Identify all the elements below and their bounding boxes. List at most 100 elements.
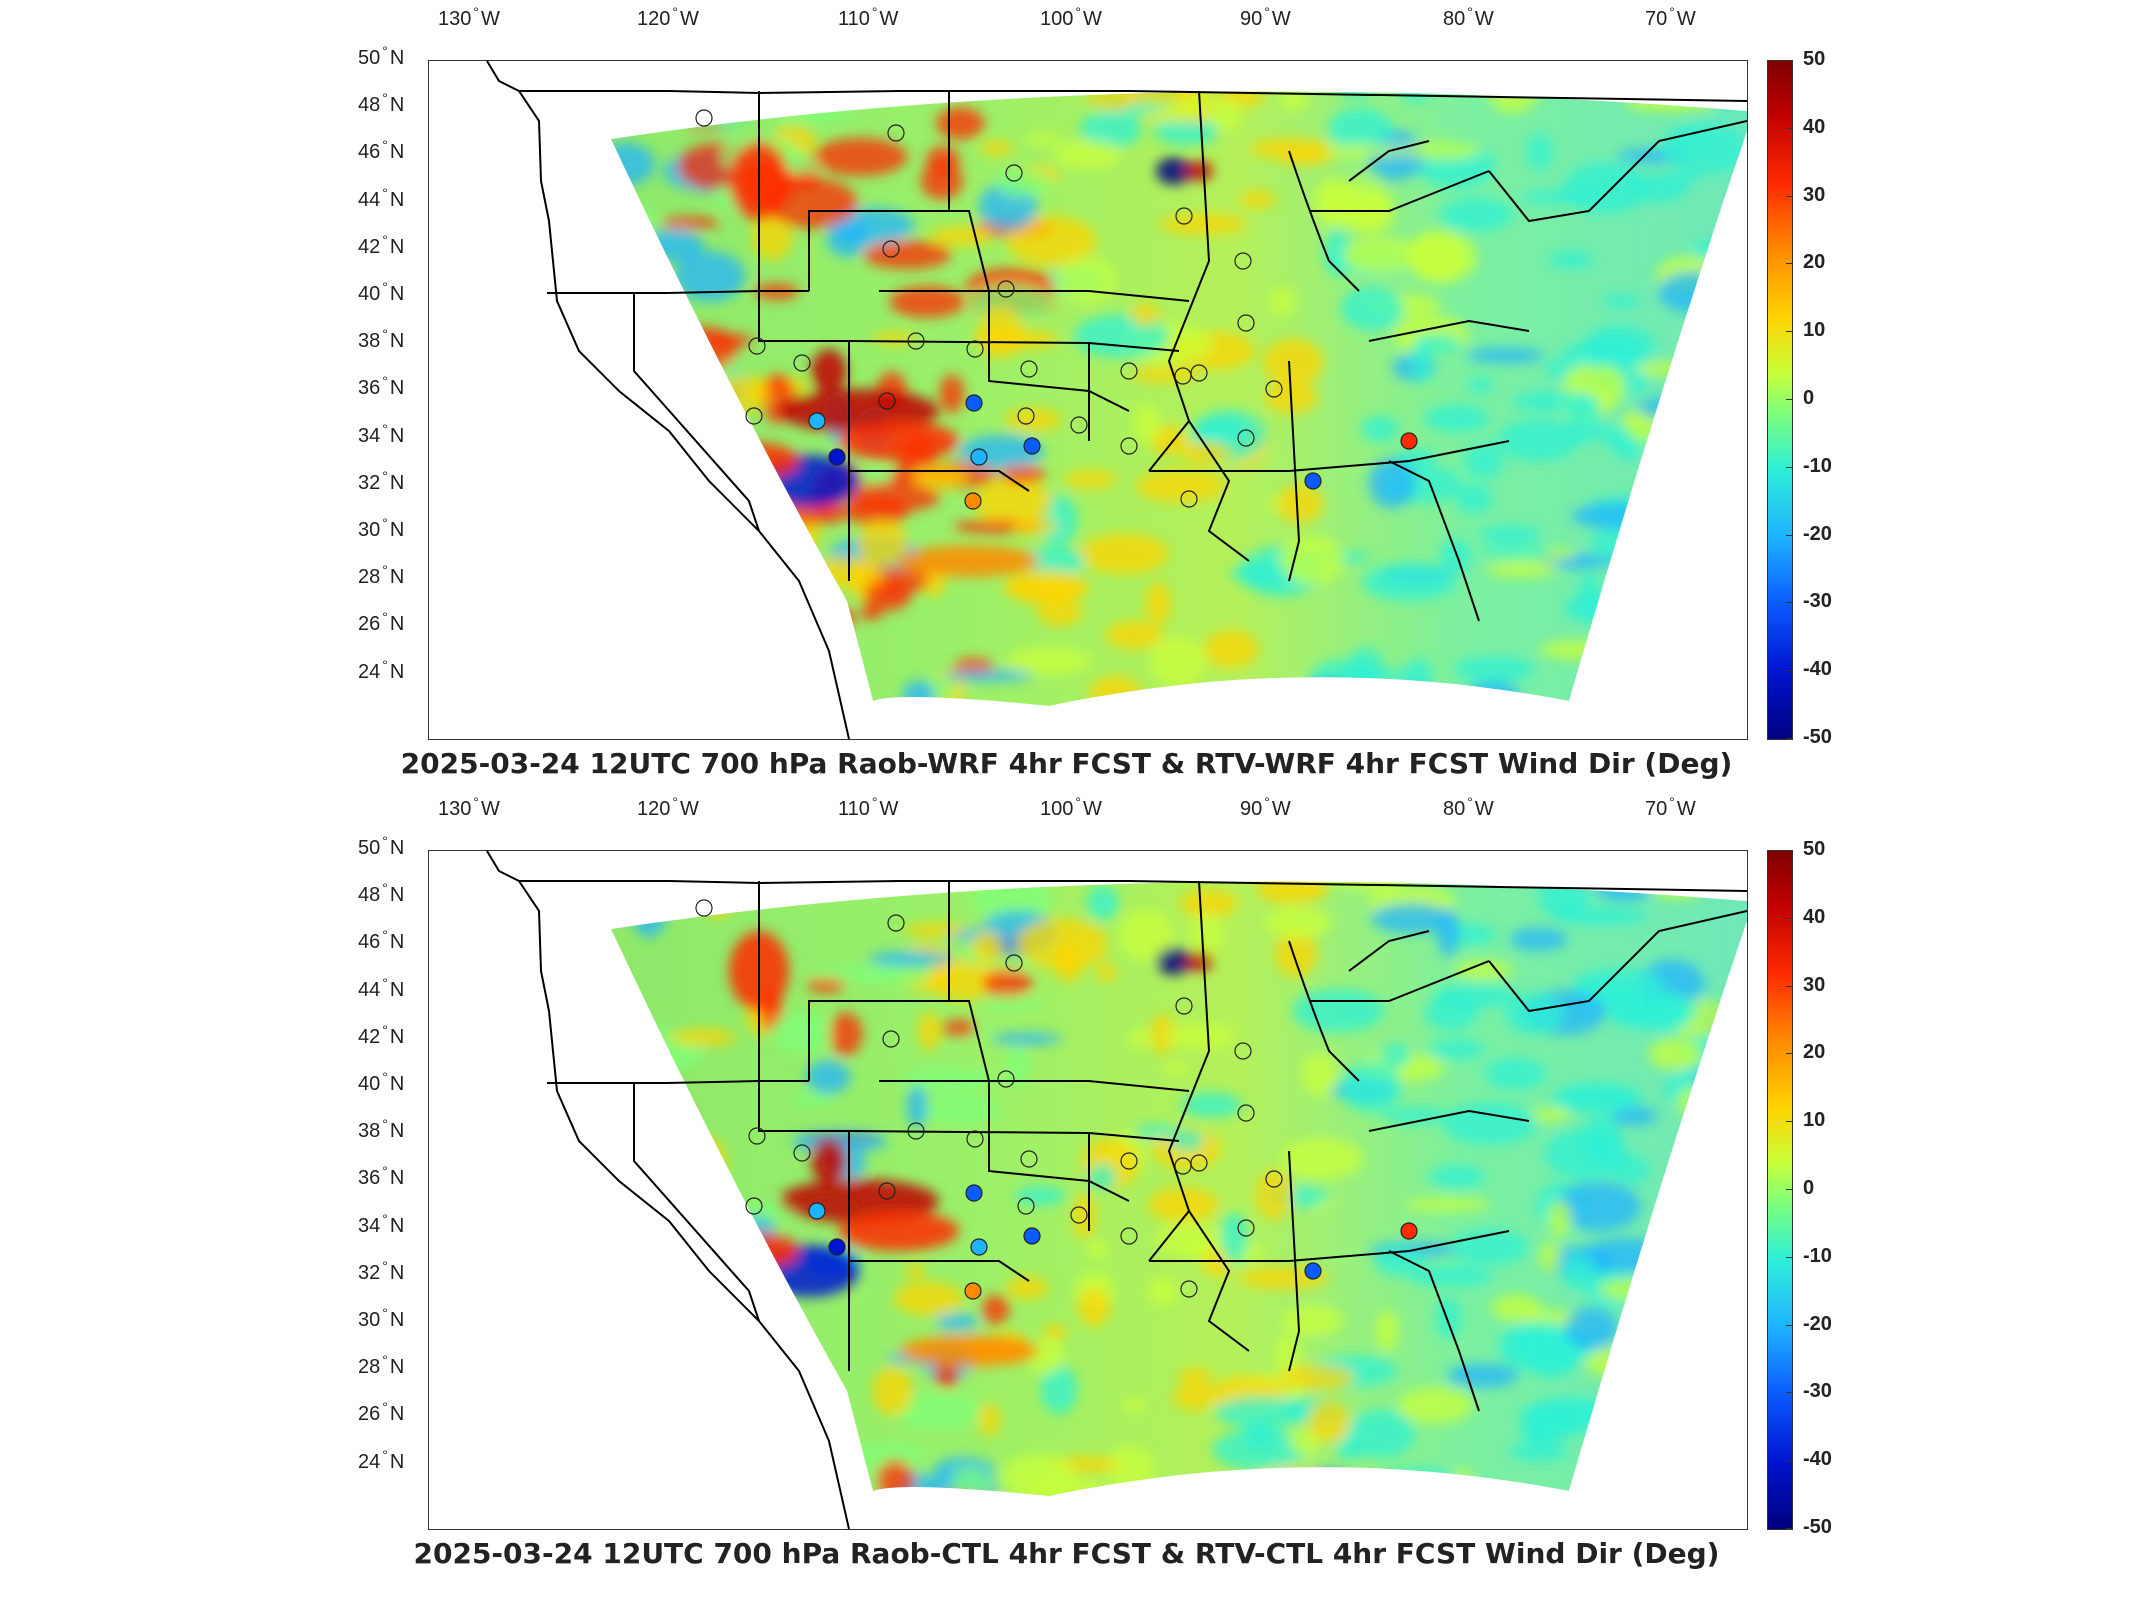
colorbar-tick-label: 0 <box>1803 387 1815 409</box>
colorbar-tick <box>1786 195 1792 197</box>
colorbar-tick <box>1786 1256 1792 1258</box>
longitude-label: 80 ° W <box>1443 4 1494 30</box>
map-panel-bottom: 130 ° W 120 ° W 110 ° W 100 ° W 90 ° W 80 ° W 70 ° W 50 ° N 48 °… <box>0 790 2133 1590</box>
latitude-label: 28 ° N <box>358 1352 405 1379</box>
colorbar-tick-label: 10 <box>1803 1109 1826 1132</box>
longitude-label: 90 ° W <box>1240 794 1291 820</box>
colorbar-tick-label: 50 <box>1803 838 1826 860</box>
colorbar-tick <box>1786 466 1792 468</box>
colorbar-tick <box>1786 850 1792 851</box>
colorbar-tick <box>1786 1528 1792 1529</box>
colorbar-tick-label: 20 <box>1803 251 1826 274</box>
raob-stations <box>695 109 1418 510</box>
colorbar-tick <box>1786 1324 1792 1326</box>
latitude-label: 44 ° N <box>358 184 405 211</box>
latitude-label: 30 ° N <box>358 515 405 541</box>
colorbar-tick-label: 40 <box>1803 905 1826 928</box>
latitude-label: 32 ° N <box>358 467 405 494</box>
colorbar-tick-label: -40 <box>1803 658 1832 681</box>
colorbar-tick <box>1786 534 1792 536</box>
latitude-label: 46 ° N <box>358 927 405 954</box>
colorbar-tick <box>1786 1053 1792 1055</box>
colorbar-tick <box>1786 602 1792 604</box>
colorbar <box>1767 60 1793 740</box>
colorbar-tick-label: -20 <box>1803 522 1832 545</box>
latitude-label: 24 ° N <box>358 1446 405 1473</box>
colorbar-tick <box>1786 1392 1792 1394</box>
longitude-label: 110 ° W <box>838 4 899 30</box>
colorbar-tick-label: 40 <box>1803 115 1826 138</box>
longitude-label: 80 ° W <box>1443 794 1494 820</box>
map-svg <box>486 851 1747 1529</box>
wind-direction-field <box>611 91 1747 706</box>
latitude-label: 48 ° N <box>358 90 405 117</box>
colorbar-tick <box>1786 1460 1792 1462</box>
colorbar-tick <box>1786 1189 1792 1190</box>
latitude-label: 40 ° N <box>358 1069 405 1095</box>
state-boundaries <box>486 61 1747 739</box>
latitude-label: 26 ° N <box>358 609 405 636</box>
latitude-label: 26 ° N <box>358 1399 405 1426</box>
longitude-label: 120 ° W <box>637 794 699 820</box>
latitude-label: 36 ° N <box>358 1163 405 1190</box>
latitude-label: 34 ° N <box>358 420 405 447</box>
latitude-label: 44 ° N <box>358 974 405 1001</box>
panel-title: 2025-03-24 12UTC 700 hPa Raob-WRF 4hr FC… <box>400 747 1733 780</box>
colorbar-tick <box>1786 399 1792 400</box>
latitude-label: 34 ° N <box>358 1210 405 1237</box>
colorbar-tick <box>1786 331 1792 333</box>
longitude-label: 70 ° W <box>1645 4 1696 30</box>
colorbar-tick-label: -30 <box>1803 1380 1832 1403</box>
latitude-label: 38 ° N <box>358 326 405 353</box>
colorbar <box>1767 850 1793 1530</box>
latitude-label: 46 ° N <box>358 137 405 164</box>
colorbar-tick-label: -40 <box>1803 1448 1832 1471</box>
colorbar-tick-label: 20 <box>1803 1041 1826 1064</box>
colorbar-tick-label: 10 <box>1803 319 1826 342</box>
map-frame <box>428 850 1748 1530</box>
colorbar-tick <box>1786 263 1792 265</box>
latitude-label: 30 ° N <box>358 1305 405 1331</box>
colorbar-tick <box>1786 917 1792 919</box>
colorbar-tick-label: -50 <box>1803 1516 1832 1538</box>
wind-direction-field <box>611 881 1747 1496</box>
colorbar-tick-label: -30 <box>1803 590 1832 613</box>
colorbar-tick-label: -20 <box>1803 1312 1832 1335</box>
colorbar-tick <box>1786 985 1792 987</box>
longitude-label: 100 ° W <box>1040 4 1102 30</box>
latitude-label: 42 ° N <box>358 1021 405 1048</box>
colorbar-tick <box>1786 738 1792 739</box>
latitude-label: 50 ° N <box>358 43 405 69</box>
state-boundaries <box>486 851 1747 1529</box>
colorbar-tick <box>1786 60 1792 61</box>
longitude-label: 100 ° W <box>1040 794 1102 820</box>
colorbar-tick-label: 30 <box>1803 973 1826 996</box>
longitude-label: 110 ° W <box>838 794 899 820</box>
longitude-label: 130 ° W <box>438 4 500 30</box>
colorbar-tick <box>1786 1121 1792 1123</box>
latitude-label: 40 ° N <box>358 279 405 305</box>
longitude-label: 130 ° W <box>438 794 500 820</box>
longitude-label: 90 ° W <box>1240 4 1291 30</box>
colorbar-tick-label: 50 <box>1803 48 1826 70</box>
raob-stations <box>695 899 1418 1300</box>
colorbar-tick-label: -10 <box>1803 1244 1832 1267</box>
map-svg <box>486 61 1747 739</box>
latitude-label: 24 ° N <box>358 656 405 683</box>
latitude-label: 38 ° N <box>358 1116 405 1143</box>
map-frame <box>428 60 1748 740</box>
colorbar-tick <box>1786 127 1792 129</box>
latitude-label: 48 ° N <box>358 880 405 907</box>
map-panel-top: 130 ° W 120 ° W 110 ° W 100 ° W 90 ° W 80 ° W 70 ° W 50 ° N 48 °… <box>358 4 1832 780</box>
longitude-label: 70 ° W <box>1645 794 1696 820</box>
latitude-label: 42 ° N <box>358 231 405 258</box>
latitude-label: 28 ° N <box>358 562 405 589</box>
panel-title: 2025-03-24 12UTC 700 hPa Raob-CTL 4hr FC… <box>413 1537 1720 1570</box>
colorbar-tick-label: 30 <box>1803 183 1826 206</box>
latitude-label: 32 ° N <box>358 1257 405 1284</box>
longitude-label: 120 ° W <box>637 4 699 30</box>
latitude-label: 50 ° N <box>358 833 405 859</box>
colorbar-tick-label: -50 <box>1803 726 1832 748</box>
latitude-label: 36 ° N <box>358 373 405 400</box>
colorbar-tick-label: 0 <box>1803 1177 1815 1199</box>
